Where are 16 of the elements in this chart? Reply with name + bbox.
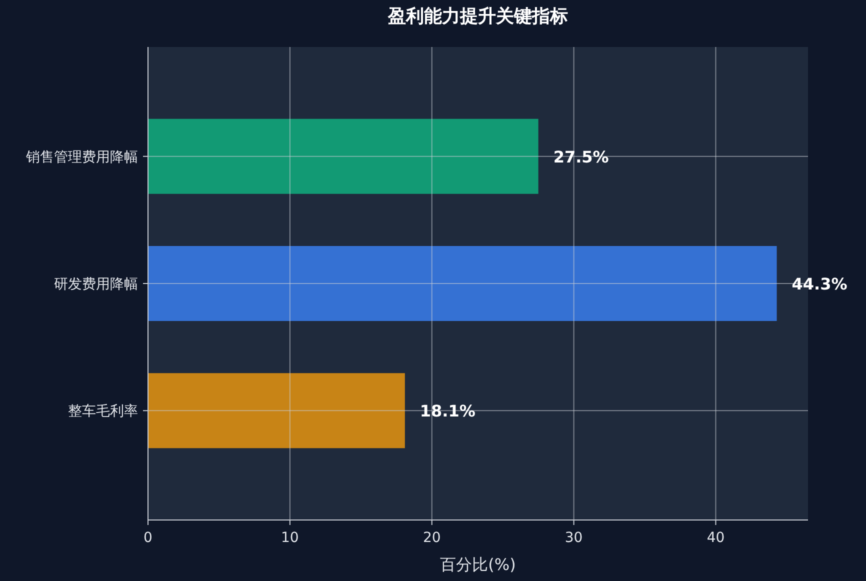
x-tick-label: 10 <box>281 530 299 546</box>
data-label: 44.3% <box>792 274 848 294</box>
chart-title: 盈利能力提升关键指标 <box>387 6 568 27</box>
x-tick-label: 20 <box>422 530 441 546</box>
y-tick-label: 研发费用降幅 <box>54 276 138 292</box>
x-tick-label: 40 <box>706 530 725 546</box>
bar <box>148 373 405 448</box>
x-tick-label: 0 <box>144 530 152 546</box>
data-label: 27.5% <box>553 147 609 166</box>
x-axis-title: 百分比(%) <box>440 555 516 574</box>
x-tick-label: 30 <box>564 530 583 546</box>
data-label: 18.1% <box>420 402 476 421</box>
bar <box>148 118 538 194</box>
bar <box>148 246 777 322</box>
y-tick-label: 整车毛利率 <box>68 404 138 420</box>
y-tick-label: 销售管理费用降幅 <box>25 149 138 166</box>
